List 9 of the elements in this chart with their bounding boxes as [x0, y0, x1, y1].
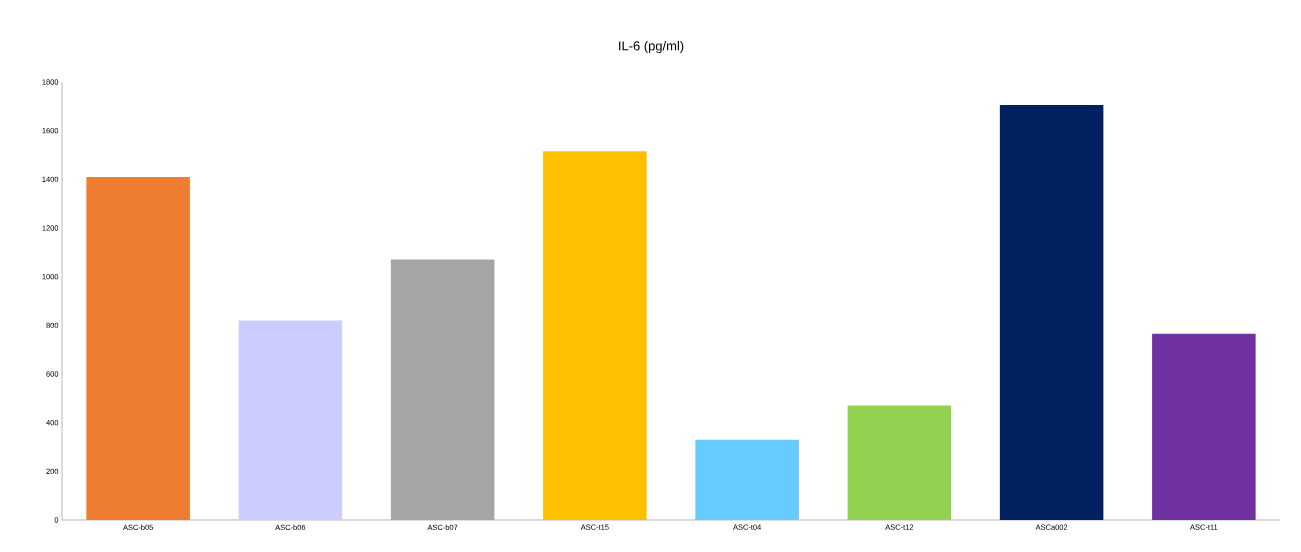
bar — [238, 320, 343, 520]
chart-title: IL-6 (pg/ml) — [619, 40, 684, 54]
bar — [695, 439, 799, 520]
bar — [1152, 333, 1256, 520]
bar — [543, 151, 647, 520]
bar — [847, 405, 952, 520]
bar — [86, 176, 190, 520]
bar — [390, 259, 495, 520]
bar — [999, 105, 1104, 520]
